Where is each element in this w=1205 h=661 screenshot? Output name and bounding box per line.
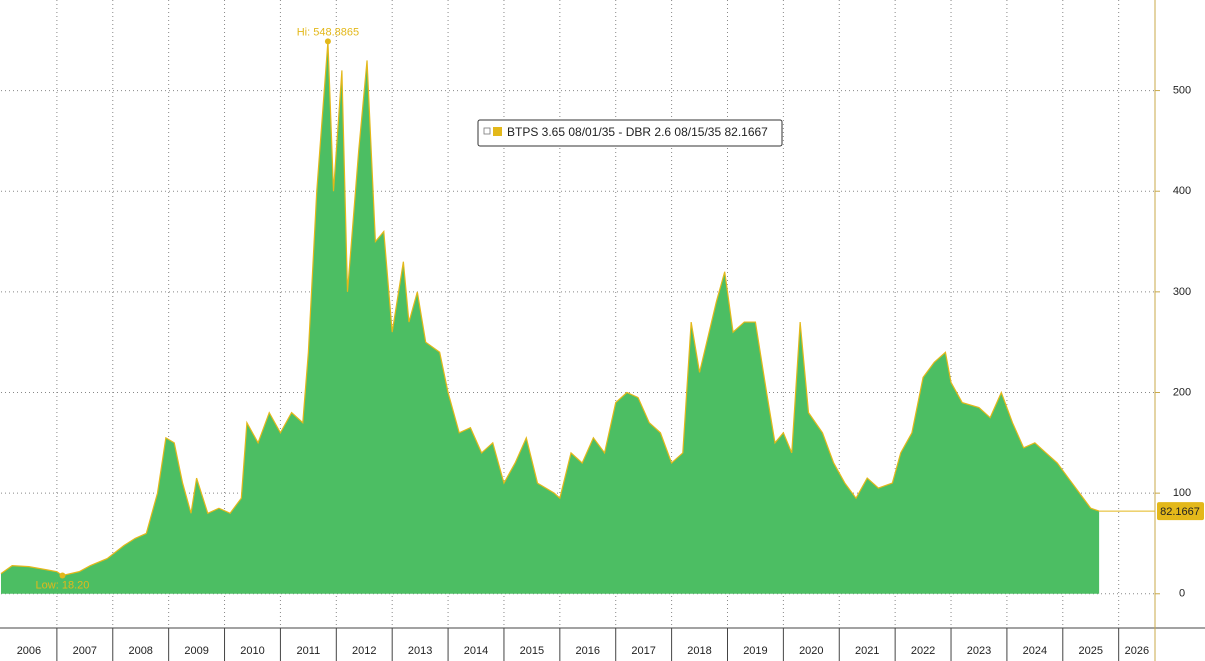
x-tick-label: 2010 — [240, 645, 264, 657]
last-value-box — [1157, 502, 1204, 521]
x-tick-label: 2021 — [855, 645, 879, 657]
y-tick-label: 500 — [1173, 84, 1191, 96]
y-tick-label: 200 — [1173, 386, 1191, 398]
x-tick-label: 2007 — [73, 645, 97, 657]
legend-swatch — [493, 127, 502, 136]
y-tick-label: 300 — [1173, 286, 1191, 298]
x-axis-strip — [0, 628, 1205, 661]
x-tick-label: 2018 — [687, 645, 711, 657]
legend-icon-frame — [483, 127, 491, 135]
high-marker — [324, 38, 331, 45]
x-tick-label: 2013 — [408, 645, 432, 657]
x-tick-label: 2019 — [743, 645, 767, 657]
x-tick-label: 2012 — [352, 645, 376, 657]
low-label: Low: 18.20 — [36, 579, 90, 591]
x-tick-label: 2008 — [128, 645, 152, 657]
x-tick-label: 2022 — [911, 645, 935, 657]
y-tick-label: 400 — [1173, 185, 1191, 197]
y-tick-label: 100 — [1173, 487, 1191, 499]
y-tick-label: 0 — [1179, 588, 1185, 600]
x-tick-label: 2020 — [799, 645, 823, 657]
last-value-label: 82.1667 — [1160, 506, 1200, 518]
high-label: Hi: 548.8865 — [297, 26, 359, 38]
x-tick-label: 2006 — [17, 645, 41, 657]
legend: BTPS 3.65 08/01/35 - DBR 2.6 08/15/35 82… — [477, 119, 783, 147]
x-tick-label: 2017 — [631, 645, 655, 657]
low-marker — [59, 572, 66, 579]
x-tick-label: 2023 — [967, 645, 991, 657]
legend-label: BTPS 3.65 08/01/35 - DBR 2.6 08/15/35 82… — [507, 125, 768, 139]
x-tick-label: 2009 — [184, 645, 208, 657]
x-tick-label: 2011 — [297, 645, 321, 657]
x-tick-label: 2024 — [1023, 645, 1047, 657]
area — [1, 41, 1100, 594]
area-line — [0, 41, 1100, 577]
legend-box — [477, 119, 783, 147]
x-tick-label: 2015 — [520, 645, 544, 657]
x-tick-label: 2026 — [1125, 645, 1149, 657]
x-tick-label: 2014 — [464, 645, 488, 657]
x-tick-label: 2025 — [1078, 645, 1102, 657]
x-tick-label: 2016 — [576, 645, 600, 657]
